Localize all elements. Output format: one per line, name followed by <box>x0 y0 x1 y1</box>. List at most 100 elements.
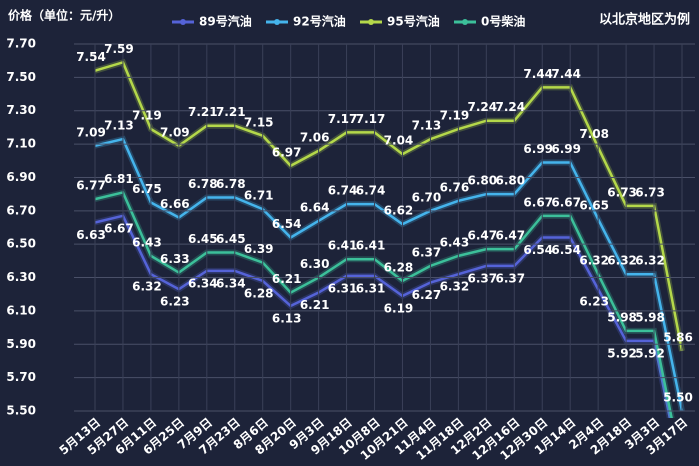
value-label: 6.37 <box>495 271 525 285</box>
y-tick-label: 5.70 <box>6 370 36 384</box>
value-label: 7.04 <box>384 134 414 148</box>
value-label: 6.80 <box>468 174 498 188</box>
series-line <box>94 137 684 412</box>
value-label: 6.43 <box>440 235 470 249</box>
value-label: 6.81 <box>104 172 134 186</box>
value-label: 7.13 <box>412 119 442 133</box>
value-label: 7.08 <box>579 127 609 141</box>
value-label: 6.47 <box>495 229 525 243</box>
value-label: 6.45 <box>216 232 246 246</box>
value-label: 6.45 <box>188 232 218 246</box>
value-label: 6.67 <box>104 221 134 235</box>
value-label: 6.30 <box>300 257 330 271</box>
y-tick-label: 6.50 <box>6 237 36 251</box>
value-label: 6.67 <box>551 195 581 209</box>
value-label: 7.09 <box>76 125 106 139</box>
series-line <box>94 60 684 352</box>
legend-label: 0号柴油 <box>481 14 525 29</box>
value-label: 6.54 <box>551 243 581 257</box>
value-label: 5.50 <box>663 391 693 405</box>
value-label: 6.37 <box>412 245 442 259</box>
value-label: 6.54 <box>523 243 553 257</box>
plot-area <box>94 58 685 418</box>
value-label: 7.44 <box>551 67 581 81</box>
value-label: 7.24 <box>468 100 498 114</box>
value-label: 5.86 <box>663 330 693 344</box>
value-label: 6.41 <box>328 239 358 253</box>
value-label: 6.23 <box>160 295 190 309</box>
value-label: 7.15 <box>244 115 274 129</box>
value-label: 7.44 <box>523 67 553 81</box>
value-label: 6.67 <box>523 195 553 209</box>
value-label: 6.28 <box>384 260 414 274</box>
value-label: 5.98 <box>635 310 665 324</box>
value-label: 6.13 <box>272 311 302 325</box>
legend-marker <box>180 19 186 25</box>
value-label: 6.73 <box>607 185 637 199</box>
legend-label: 89号汽油 <box>199 14 252 29</box>
value-label: 7.54 <box>76 50 106 64</box>
value-label: 6.19 <box>384 301 414 315</box>
value-label: 7.06 <box>300 130 330 144</box>
value-label: 7.21 <box>216 105 246 119</box>
value-label: 6.41 <box>356 239 386 253</box>
value-label: 7.17 <box>356 112 386 126</box>
value-label: 5.92 <box>607 346 637 360</box>
value-label: 6.97 <box>272 145 302 159</box>
value-label: 6.43 <box>132 235 162 249</box>
value-label: 6.31 <box>356 281 386 295</box>
value-label: 6.70 <box>412 190 442 204</box>
value-label: 6.75 <box>132 182 162 196</box>
legend-marker <box>462 19 468 25</box>
value-label: 6.62 <box>384 204 414 218</box>
value-label: 6.64 <box>300 200 330 214</box>
value-label: 6.21 <box>300 298 330 312</box>
legend-marker <box>368 19 374 25</box>
value-label: 6.78 <box>216 177 246 191</box>
value-label: 5.92 <box>635 346 665 360</box>
value-label: 7.21 <box>188 105 218 119</box>
legend-label: 95号汽油 <box>387 14 440 29</box>
value-label: 6.77 <box>76 179 106 193</box>
value-label: 6.80 <box>495 174 525 188</box>
value-label: 6.73 <box>635 185 665 199</box>
value-label: 6.23 <box>579 295 609 309</box>
value-label: 6.21 <box>272 272 302 286</box>
legend-label: 92号汽油 <box>293 14 346 29</box>
value-label: 6.32 <box>607 254 637 268</box>
value-label: 6.32 <box>440 280 470 294</box>
y-tick-label: 7.50 <box>6 70 36 84</box>
value-label: 7.13 <box>104 119 134 133</box>
y-tick-label: 6.90 <box>6 170 36 184</box>
value-label: 6.74 <box>356 184 386 198</box>
y-tick-label: 6.30 <box>6 270 36 284</box>
y-tick-label: 6.10 <box>6 303 36 317</box>
y-tick-label: 7.30 <box>6 103 36 117</box>
value-label: 7.19 <box>132 109 162 123</box>
value-label: 6.34 <box>188 276 218 290</box>
y-tick-label: 7.10 <box>6 137 36 151</box>
value-label: 6.39 <box>244 242 274 256</box>
y-tick-label: 5.50 <box>6 404 36 418</box>
value-label: 6.78 <box>188 177 218 191</box>
value-label: 7.09 <box>160 125 190 139</box>
value-label: 7.59 <box>104 42 134 56</box>
value-label: 6.71 <box>244 189 274 203</box>
value-label: 6.99 <box>551 142 581 156</box>
y-tick-label: 6.70 <box>6 203 36 217</box>
y-tick-label: 5.90 <box>6 337 36 351</box>
value-label: 6.63 <box>76 228 106 242</box>
value-label: 7.17 <box>328 112 358 126</box>
y-tick-label: 7.70 <box>6 37 36 51</box>
value-label: 6.37 <box>468 271 498 285</box>
value-label: 6.47 <box>468 229 498 243</box>
value-label: 6.32 <box>635 254 665 268</box>
value-label: 6.54 <box>272 217 302 231</box>
value-label: 6.34 <box>216 276 246 290</box>
value-label: 6.33 <box>160 252 190 266</box>
value-label: 6.65 <box>579 199 609 213</box>
value-label: 7.24 <box>495 100 525 114</box>
series-line <box>94 191 673 418</box>
value-label: 6.27 <box>412 288 442 302</box>
